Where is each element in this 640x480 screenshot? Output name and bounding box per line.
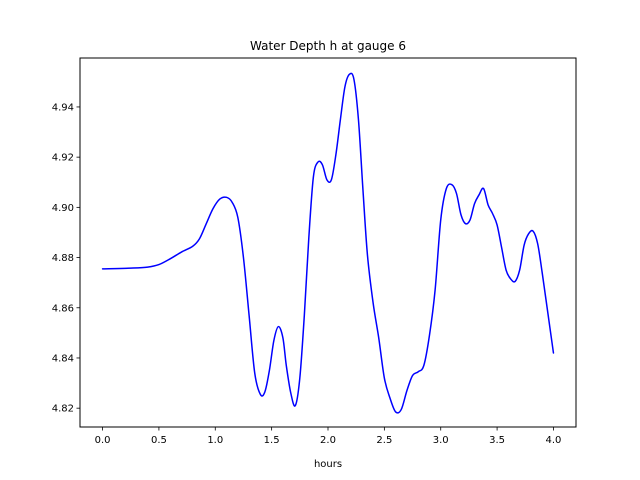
x-axis: 0.0 0.5 1.0 1.5 2.0 2.5 3.0 3.5 4.0 — [95, 427, 562, 446]
x-tick-label: 1.5 — [264, 435, 280, 446]
chart-title: Water Depth h at gauge 6 — [250, 39, 406, 53]
x-tick-label: 2.5 — [376, 435, 392, 446]
x-tick-label: 0.0 — [95, 435, 111, 446]
y-tick-label: 4.86 — [52, 303, 74, 314]
y-tick-label: 4.90 — [52, 203, 74, 214]
y-tick-label: 4.82 — [52, 404, 74, 415]
plot-frame — [79, 57, 577, 428]
x-tick-label: 1.0 — [207, 435, 223, 446]
y-tick-label: 4.84 — [52, 353, 74, 364]
y-tick-label: 4.92 — [52, 153, 74, 164]
x-axis-label: hours — [314, 459, 342, 470]
series-line — [101, 72, 555, 414]
y-axis: 4.82 4.84 4.86 4.88 4.90 4.92 4.94 — [52, 102, 80, 415]
x-tick-label: 2.0 — [320, 435, 336, 446]
y-tick-label: 4.94 — [52, 102, 74, 113]
x-tick-label: 4.0 — [546, 435, 562, 446]
x-tick-label: 3.5 — [489, 435, 505, 446]
y-tick-label: 4.88 — [52, 253, 74, 264]
x-tick-label: 0.5 — [151, 435, 167, 446]
x-tick-label: 3.0 — [433, 435, 449, 446]
